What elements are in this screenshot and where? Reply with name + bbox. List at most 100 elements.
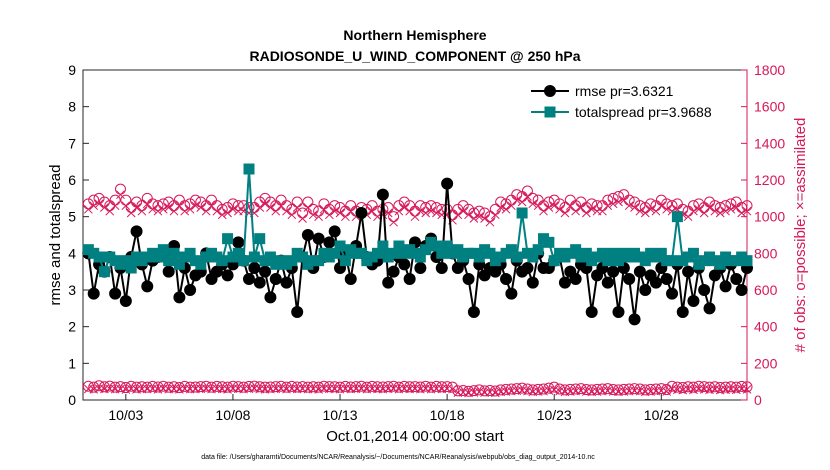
rmse-point (649, 276, 662, 289)
obs-possible-marker (382, 381, 394, 393)
rmse-point (87, 287, 100, 300)
left-tick-label: 5 (68, 209, 76, 225)
obs-assimilated-marker (298, 214, 307, 223)
obs-possible-marker (125, 380, 137, 392)
obs-possible-marker (372, 381, 384, 393)
obs-possible-marker (666, 380, 678, 392)
obs-assimilated-marker (84, 204, 93, 214)
obs-assimilated-marker (571, 206, 580, 216)
spread-point (355, 247, 367, 259)
left-tick-label: 3 (68, 282, 76, 298)
spread-point (484, 247, 496, 259)
obs-possible-marker (457, 384, 469, 396)
obs-possible-marker (377, 381, 389, 393)
obs-assimilated-marker (148, 204, 157, 214)
spread-point (388, 247, 400, 259)
obs-possible-marker (248, 380, 260, 392)
obs-assimilated-marker (662, 387, 672, 396)
spread-point (297, 251, 309, 263)
obs-possible-marker (104, 380, 116, 392)
spread-point (607, 247, 619, 259)
x-tick-label: 10/03 (108, 407, 143, 423)
right-tick-label: 1400 (754, 135, 785, 151)
right-tick-label: 200 (754, 355, 778, 371)
obs-assimilated-marker (710, 206, 720, 216)
left-tick-label: 7 (68, 135, 76, 151)
obs-possible-marker (157, 380, 169, 392)
obs-possible-marker (725, 381, 737, 393)
rmse-point (687, 295, 700, 307)
spread-point (98, 266, 110, 278)
obs-possible-marker (270, 381, 282, 393)
obs-possible-marker (704, 381, 716, 393)
rmse-point (660, 273, 673, 285)
series-totalspread (82, 163, 753, 278)
left-tick-label: 2 (68, 319, 76, 335)
obs-possible-marker (505, 383, 517, 395)
obs-assimilated-marker (646, 204, 655, 214)
obs-assimilated-marker (490, 210, 500, 220)
left-tick-label: 4 (68, 245, 76, 261)
obs-possible-marker (173, 382, 185, 394)
legend-rmse-marker (544, 85, 556, 97)
obs-possible-marker (736, 380, 748, 392)
spread-point (393, 240, 405, 252)
rmse-point (291, 306, 304, 318)
spread-point (163, 255, 175, 267)
obs-possible-marker (404, 381, 416, 393)
spread-point (714, 258, 726, 270)
spread-point (436, 247, 448, 259)
spread-point (195, 258, 207, 270)
obs-possible-marker (495, 384, 507, 396)
obs-possible-marker (693, 380, 705, 392)
obs-assimilated-marker (560, 208, 570, 218)
obs-assimilated-marker (662, 204, 672, 214)
obs-assimilated-marker (314, 385, 323, 394)
rmse-point (344, 273, 357, 285)
left-axis-ticks: 0 1 2 3 4 5 6 7 8 9 (68, 62, 89, 408)
obs-possible-marker (339, 380, 351, 392)
obs-assimilated-marker (544, 386, 554, 395)
rmse-point (259, 265, 272, 278)
spread-point (414, 251, 426, 263)
rmse-point (435, 262, 448, 274)
rmse-point (703, 302, 716, 315)
plot-area (82, 69, 748, 401)
obs-assimilated-marker (689, 385, 698, 395)
x-tick-label: 10/23 (537, 407, 572, 423)
obs-assimilated-marker (255, 203, 265, 212)
rmse-point (323, 236, 336, 249)
obs-possible-marker (698, 381, 710, 393)
spread-point (505, 244, 517, 256)
right-tick-label: 0 (754, 392, 762, 408)
right-tick-label: 400 (754, 319, 778, 335)
spread-point (527, 251, 539, 263)
obs-possible-marker (570, 383, 582, 395)
rmse-point (526, 276, 539, 289)
obs-assimilated-marker (731, 385, 741, 395)
obs-possible-marker (334, 381, 346, 393)
obs-possible-marker (650, 383, 662, 395)
rmse-point (264, 291, 277, 304)
rmse-point (585, 306, 598, 318)
legend-rmse-label: rmse pr=3.6321 (575, 83, 674, 99)
obs-possible-marker (211, 380, 223, 392)
obs-possible-marker (355, 380, 367, 392)
obs-possible-marker (398, 380, 410, 392)
rmse-point (633, 265, 646, 278)
obs-possible-marker (318, 380, 330, 392)
obs-possible-marker (388, 380, 400, 392)
rmse-point (623, 273, 636, 285)
spread-point (173, 258, 185, 270)
spread-point (543, 236, 555, 248)
obs-assimilated-marker (742, 206, 752, 216)
obs-assimilated-marker (324, 210, 334, 220)
rmse-point (505, 287, 518, 300)
spread-point (602, 255, 614, 267)
obs-possible-marker (634, 383, 646, 395)
obs-assimilated-marker (432, 208, 441, 218)
rmse-point (601, 276, 614, 289)
obs-assimilated-marker (426, 206, 436, 216)
series-rmse (82, 177, 753, 326)
